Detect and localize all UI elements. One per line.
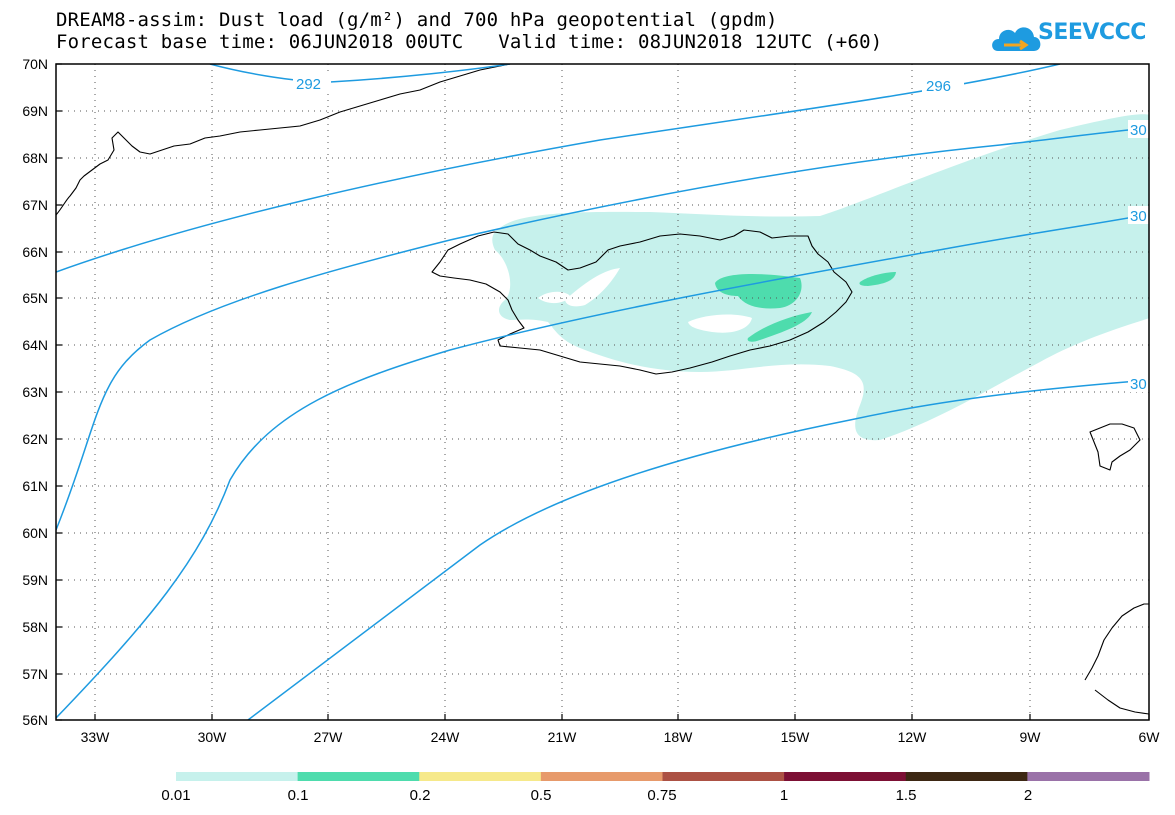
contour-label: 296 — [926, 78, 951, 95]
contour-label: 30 — [1130, 208, 1147, 225]
lon-label: 30W — [198, 729, 228, 745]
logo-text: SEEVCCC — [1038, 20, 1146, 45]
colorbar-segment — [784, 772, 907, 781]
lat-label: 65N — [22, 290, 48, 306]
colorbar-label: 0.5 — [531, 787, 552, 804]
greenland-coast — [56, 64, 511, 216]
lat-label: 68N — [22, 150, 48, 166]
lat-label: 59N — [22, 572, 48, 588]
lon-label: 27W — [314, 729, 344, 745]
lat-label: 57N — [22, 666, 48, 682]
forecast-time-subtitle: Forecast base time: 06JUN2018 00UTC Vali… — [56, 31, 883, 53]
contour-300 — [56, 127, 1149, 531]
latitude-labels: 70N 69N 68N 67N 66N 65N 64N 63N 62N 61N … — [22, 56, 48, 728]
scotland-coast — [1084, 603, 1149, 715]
colorbar-label: 0.2 — [410, 787, 431, 804]
dust-area-low — [492, 114, 1149, 441]
lat-label: 56N — [22, 712, 48, 728]
lat-label: 62N — [22, 431, 48, 447]
lon-label: 21W — [548, 729, 578, 745]
lat-label: 63N — [22, 384, 48, 400]
longitude-labels: 33W 30W 27W 24W 21W 18W 15W 12W 9W 6W — [81, 729, 1161, 745]
lon-label: 6W — [1139, 729, 1161, 745]
dust-gap-1 — [538, 291, 570, 304]
colorbar-segment — [540, 772, 663, 781]
contour-304 — [56, 213, 1149, 719]
lat-label: 66N — [22, 244, 48, 260]
colorbar-label: 1 — [780, 787, 788, 804]
lat-label: 60N — [22, 525, 48, 541]
dust-area-mid — [747, 312, 812, 342]
contour-292 — [209, 64, 511, 83]
faroe-coast — [1089, 423, 1141, 471]
dust-gap-2 — [565, 268, 620, 307]
cloud-icon — [992, 27, 1041, 51]
dust-area-mid — [859, 272, 896, 286]
lat-label: 67N — [22, 197, 48, 213]
lon-label: 15W — [781, 729, 811, 745]
coastlines — [56, 64, 1149, 715]
colorbar — [176, 772, 1150, 781]
contour-labels: 292 296 30 30 30 — [293, 74, 1150, 393]
lat-label: 58N — [22, 619, 48, 635]
lon-label: 33W — [81, 729, 111, 745]
colorbar-label: 0.01 — [161, 787, 190, 804]
contour-label: 292 — [296, 76, 321, 93]
lon-label: 12W — [898, 729, 928, 745]
colorbar-segment — [297, 772, 420, 781]
colorbar-segment — [419, 772, 542, 781]
contour-label: 30 — [1130, 122, 1147, 139]
colorbar-segment — [1027, 772, 1150, 781]
colorbar-label: 1.5 — [896, 787, 917, 804]
lat-label: 70N — [22, 56, 48, 72]
contour-label: 30 — [1130, 376, 1147, 393]
colorbar-segment — [662, 772, 785, 781]
colorbar-segment — [176, 772, 299, 781]
iceland-coast — [431, 229, 853, 375]
map-title: DREAM8-assim: Dust load (g/m²) and 700 h… — [56, 9, 778, 31]
dust-gap-3 — [688, 314, 752, 333]
lat-label: 64N — [22, 337, 48, 353]
colorbar-label: 2 — [1024, 787, 1032, 804]
colorbar-label: 0.1 — [288, 787, 309, 804]
colorbar-labels: 0.01 0.1 0.2 0.5 0.75 1 1.5 2 — [161, 787, 1032, 804]
axis-ticks — [56, 63, 1150, 721]
contour-308 — [247, 379, 1149, 720]
lon-label: 18W — [664, 729, 694, 745]
lon-label: 24W — [431, 729, 461, 745]
lon-label: 9W — [1020, 729, 1042, 745]
lat-label: 61N — [22, 478, 48, 494]
lat-label: 69N — [22, 103, 48, 119]
dust-area-mid — [715, 273, 802, 309]
colorbar-segment — [905, 772, 1028, 781]
colorbar-label: 0.75 — [647, 787, 676, 804]
